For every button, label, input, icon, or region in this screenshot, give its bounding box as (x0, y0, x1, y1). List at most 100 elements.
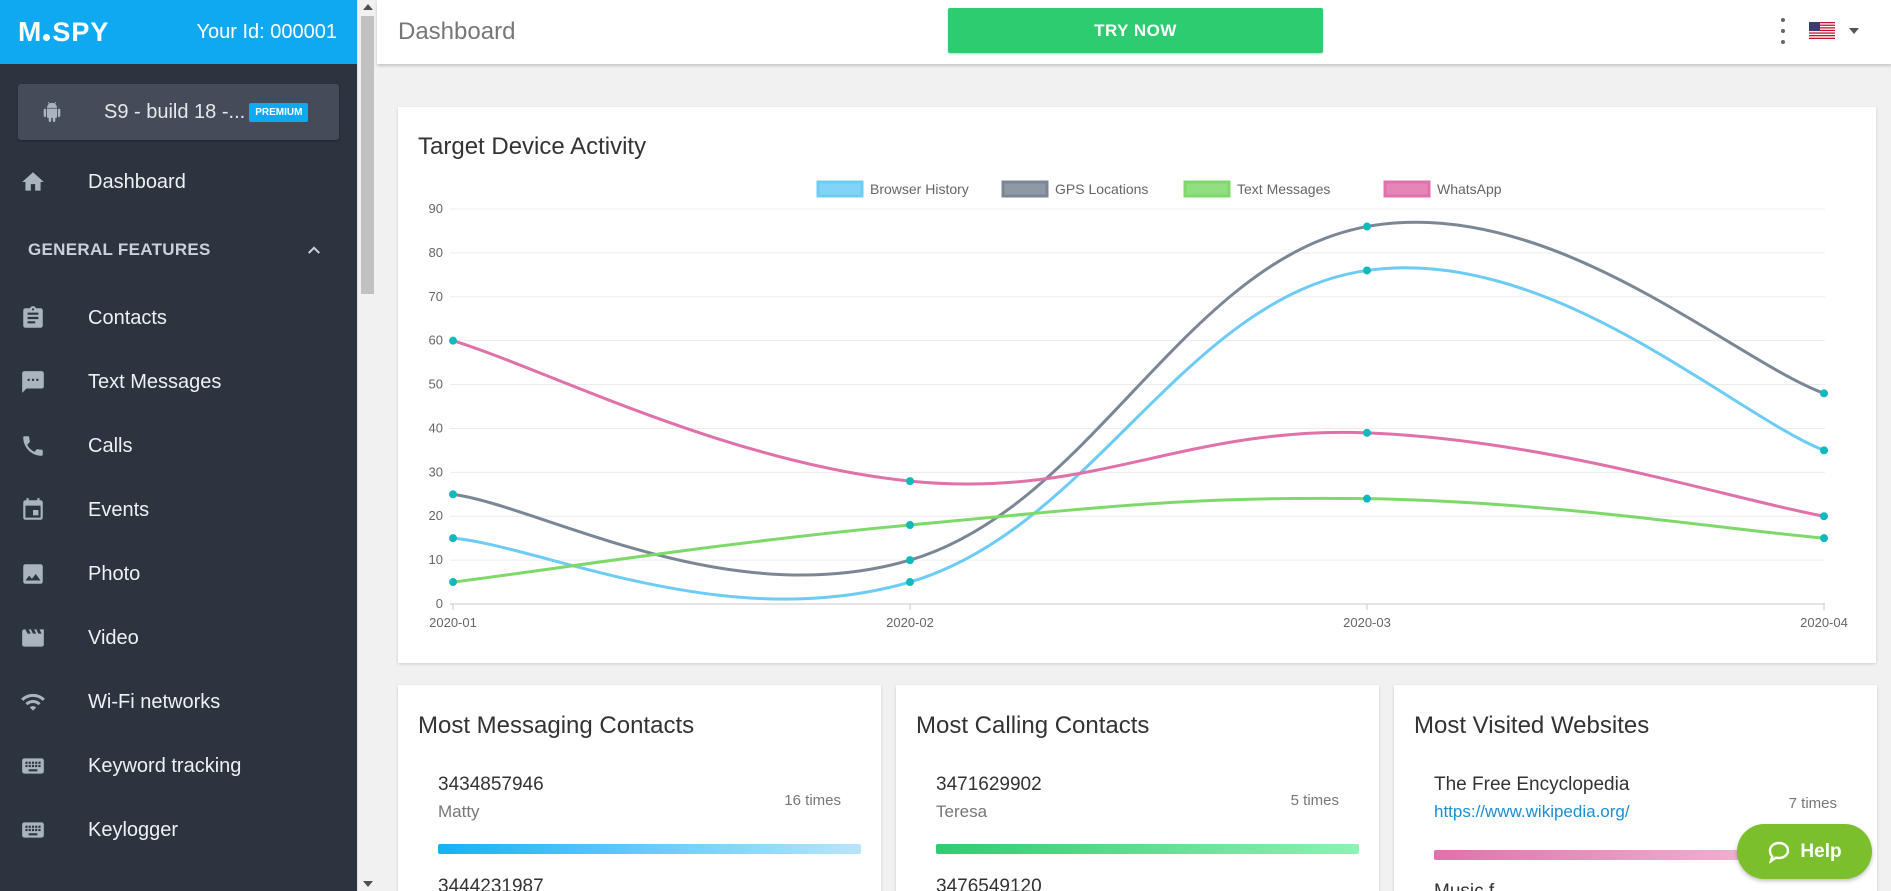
sidebar-item-label: Contacts (88, 306, 167, 329)
x-tick-label: 2020-03 (1343, 615, 1391, 630)
sidebar-scrollbar[interactable] (357, 0, 376, 891)
topbar: Dashboard TRY NOW (377, 0, 1891, 64)
sidebar-item-calls[interactable]: Calls (0, 414, 357, 478)
sidebar-item-label: Dashboard (88, 170, 186, 193)
count-label: 5 times (1290, 792, 1339, 809)
x-tick-label: 2020-01 (429, 615, 477, 630)
contact-number: 3434857946 (438, 774, 544, 795)
sidebar-item-label: Photo (88, 562, 141, 585)
us-flag-icon[interactable] (1809, 22, 1835, 39)
scroll-thumb[interactable] (361, 16, 374, 294)
legend-swatch (1001, 180, 1049, 198)
website-link[interactable]: https://www.wikipedia.org/ (1434, 802, 1630, 821)
x-tick-label: 2020-04 (1800, 615, 1848, 630)
video-icon (20, 625, 46, 651)
data-point (449, 534, 457, 543)
series-line (452, 496, 1825, 584)
sidebar-header: M SPY Your Id: 000001 (0, 0, 357, 64)
device-name: S9 - build 18 -... (104, 100, 246, 123)
activity-chart-card: Target Device Activity 0 10 20 30 40 50 60 70 80… (398, 107, 1876, 663)
y-tick-label: 70 (429, 289, 443, 304)
activity-line-chart: 0 10 20 30 40 50 60 70 80 90 2020-01 2020-02 2020-03… (429, 180, 1848, 630)
sidebar-item-keylogger[interactable]: Keylogger (0, 798, 357, 862)
home-icon (20, 169, 46, 195)
x-tick-label: 2020-02 (886, 615, 934, 630)
data-point (1363, 428, 1371, 437)
data-point (449, 336, 457, 345)
sidebar-item-keyword-tracking[interactable]: Keyword tracking (0, 734, 357, 798)
y-tick-label: 20 (429, 508, 443, 523)
sidebar-item-photo[interactable]: Photo (0, 542, 357, 606)
try-now-button[interactable]: TRY NOW (948, 8, 1323, 53)
photo-icon (20, 561, 46, 587)
sidebar-item-label: Keyword tracking (88, 754, 242, 777)
page-title: Dashboard (398, 18, 516, 45)
wifi-icon (20, 689, 46, 715)
data-point (1820, 389, 1828, 398)
count-label: 16 times (784, 792, 841, 809)
contact-name: Matty (438, 802, 480, 821)
scroll-up-arrow[interactable] (363, 4, 373, 10)
series-line (452, 220, 1825, 577)
data-point (1363, 266, 1371, 275)
sidebar-item-label: Video (88, 626, 139, 649)
sidebar-item-label: Wi-Fi networks (88, 690, 221, 713)
y-tick-label: 40 (429, 420, 443, 435)
contact-number: 3476549120 (936, 876, 1042, 891)
count-bar (1434, 850, 1857, 860)
phone-icon (20, 433, 46, 459)
device-selector[interactable]: S9 - build 18 -... PREMIUM (18, 84, 339, 140)
sidebar-item-label: Events (88, 498, 150, 521)
count-bar (438, 844, 861, 854)
chevron-up-icon (308, 246, 320, 254)
y-tick-label: 10 (429, 552, 443, 567)
data-point (449, 490, 457, 499)
card-title: Most Messaging Contacts (418, 712, 695, 739)
most-messaging-card: Most Messaging Contacts 3434857946 Matty… (398, 685, 881, 891)
y-tick-label: 80 (429, 245, 443, 260)
data-point (906, 556, 914, 565)
sidebar-item-contacts[interactable]: Contacts (0, 286, 357, 350)
sidebar-item-dashboard[interactable]: Dashboard (0, 150, 357, 214)
chat-bubble-icon (1769, 841, 1790, 864)
series-line (452, 339, 1825, 518)
language-dropdown-caret[interactable] (1849, 28, 1859, 34)
keyboard-icon (20, 753, 46, 779)
data-point (1363, 222, 1371, 231)
count-bar (936, 844, 1359, 854)
keyboard-icon (20, 817, 46, 843)
sidebar-item-label: Keylogger (88, 818, 179, 841)
legend-swatch (816, 180, 864, 198)
data-point (449, 578, 457, 587)
more-options-icon[interactable] (1778, 18, 1788, 44)
series-line (452, 266, 1825, 601)
most-calling-card: Most Calling Contacts 3471629902 Teresa … (896, 685, 1379, 891)
contact-number: 3471629902 (936, 774, 1042, 795)
data-point (906, 477, 914, 486)
website-title: The Free Encyclopedia (1434, 774, 1630, 795)
sidebar-item-label: Calls (88, 434, 133, 457)
user-id: Your Id: 000001 (196, 20, 338, 43)
legend-label: WhatsApp (1437, 181, 1502, 197)
sidebar-item-wifi[interactable]: Wi-Fi networks (0, 670, 357, 734)
help-button[interactable]: Help (1737, 824, 1872, 879)
data-point (1820, 446, 1828, 455)
general-features-toggle[interactable]: GENERAL FEATURES (0, 214, 357, 286)
y-tick-label: 60 (429, 333, 443, 348)
y-tick-label: 50 (429, 377, 443, 392)
card-title: Most Calling Contacts (916, 712, 1150, 739)
mspy-logo[interactable]: M SPY (18, 16, 110, 47)
sidebar-item-text-messages[interactable]: Text Messages (0, 350, 357, 414)
scroll-down-arrow[interactable] (363, 881, 373, 887)
premium-badge: PREMIUM (249, 102, 309, 122)
legend-label: Browser History (870, 181, 969, 197)
help-label: Help (1800, 840, 1842, 862)
sidebar-item-events[interactable]: Events (0, 478, 357, 542)
contact-name: Teresa (936, 802, 988, 821)
section-title: GENERAL FEATURES (28, 240, 211, 259)
sidebar-item-video[interactable]: Video (0, 606, 357, 670)
sidebar-item-label: Text Messages (88, 370, 222, 393)
data-point (1820, 512, 1828, 521)
contact-number: 3444231987 (438, 876, 544, 891)
y-tick-label: 30 (429, 464, 443, 479)
